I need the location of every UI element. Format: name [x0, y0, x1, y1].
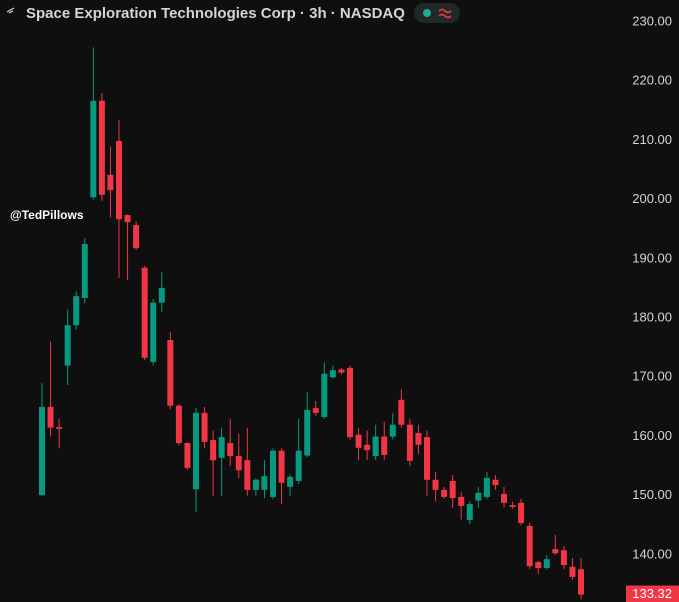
candle-body	[458, 496, 465, 506]
candle-body	[193, 412, 199, 490]
status-icon	[438, 8, 452, 19]
y-tick-label: 200.00	[632, 191, 672, 206]
candle-body	[81, 244, 88, 298]
status-dot	[423, 9, 431, 17]
candle-body	[295, 450, 302, 481]
candle-body	[39, 406, 45, 496]
candle-body	[124, 215, 131, 223]
candle-body	[449, 480, 456, 499]
y-tick-label: 160.00	[632, 428, 672, 443]
y-tick-label: 190.00	[632, 250, 672, 265]
last-price-box	[626, 585, 679, 602]
candle-body	[389, 424, 396, 437]
candle-body	[167, 339, 174, 406]
candle-body	[372, 436, 379, 457]
candle-body	[424, 437, 430, 480]
y-tick-label: 210.00	[632, 132, 672, 147]
candle-body	[201, 412, 208, 442]
candle-body	[304, 409, 311, 456]
candle-body	[235, 456, 242, 471]
candle-body	[578, 569, 584, 595]
candle-body	[466, 504, 473, 521]
candle-body	[218, 437, 225, 458]
candle-body	[483, 477, 490, 497]
candle-body	[210, 440, 217, 461]
candle-body	[141, 267, 148, 358]
y-tick-label: 230.00	[632, 13, 672, 28]
candle-body	[355, 434, 362, 448]
candle-body	[312, 408, 319, 413]
candle-body	[116, 141, 122, 220]
candle-body	[64, 325, 71, 366]
candle-body	[90, 100, 97, 198]
candle-body	[415, 432, 422, 445]
candle-body	[492, 479, 499, 486]
candle-body	[347, 367, 353, 438]
candle-body	[406, 424, 413, 461]
candle-body	[73, 296, 80, 326]
y-tick-label: 140.00	[632, 546, 672, 561]
candle-body	[364, 444, 371, 451]
candle-body	[381, 436, 388, 455]
y-tick-label: 150.00	[632, 487, 672, 502]
candle-body	[184, 443, 191, 468]
candle-body	[321, 373, 328, 417]
candle-body	[475, 492, 482, 501]
y-tick-label: 220.00	[632, 73, 672, 88]
candle-body	[278, 450, 285, 483]
candle-body	[338, 369, 345, 373]
candle-body	[287, 476, 294, 487]
candle-body	[227, 443, 234, 457]
status-badge	[414, 3, 460, 23]
candle-body	[518, 502, 525, 523]
candle-body	[501, 493, 507, 503]
candle-body	[560, 550, 567, 566]
candle-body	[432, 479, 439, 490]
candle-body	[535, 562, 542, 569]
candle-body	[107, 174, 114, 191]
candle-body	[158, 287, 165, 303]
candle-body	[569, 566, 576, 577]
y-tick-label: 170.00	[632, 369, 672, 384]
candle-body	[244, 460, 251, 490]
candle-body	[526, 525, 533, 567]
candle-body	[98, 100, 105, 195]
candle-body	[252, 479, 259, 490]
last-price-label: 133.32	[632, 586, 672, 601]
candle-body	[552, 549, 559, 554]
candle-body	[47, 406, 54, 428]
candle-body	[329, 370, 336, 378]
candle-body	[543, 559, 550, 569]
candle-body	[270, 450, 276, 497]
watermark: @TedPillows	[10, 208, 84, 222]
candle-body	[150, 302, 157, 362]
candle-body	[56, 427, 63, 429]
candle-body	[398, 399, 405, 425]
logo	[6, 7, 15, 14]
candle-body	[261, 476, 268, 490]
chart-title: Space Exploration Technologies Corp · 3h…	[26, 5, 405, 22]
candle-body	[441, 489, 448, 497]
y-tick-label: 180.00	[632, 310, 672, 325]
candle-body	[509, 505, 516, 508]
candle-body	[175, 405, 182, 444]
candle-body	[133, 225, 140, 249]
